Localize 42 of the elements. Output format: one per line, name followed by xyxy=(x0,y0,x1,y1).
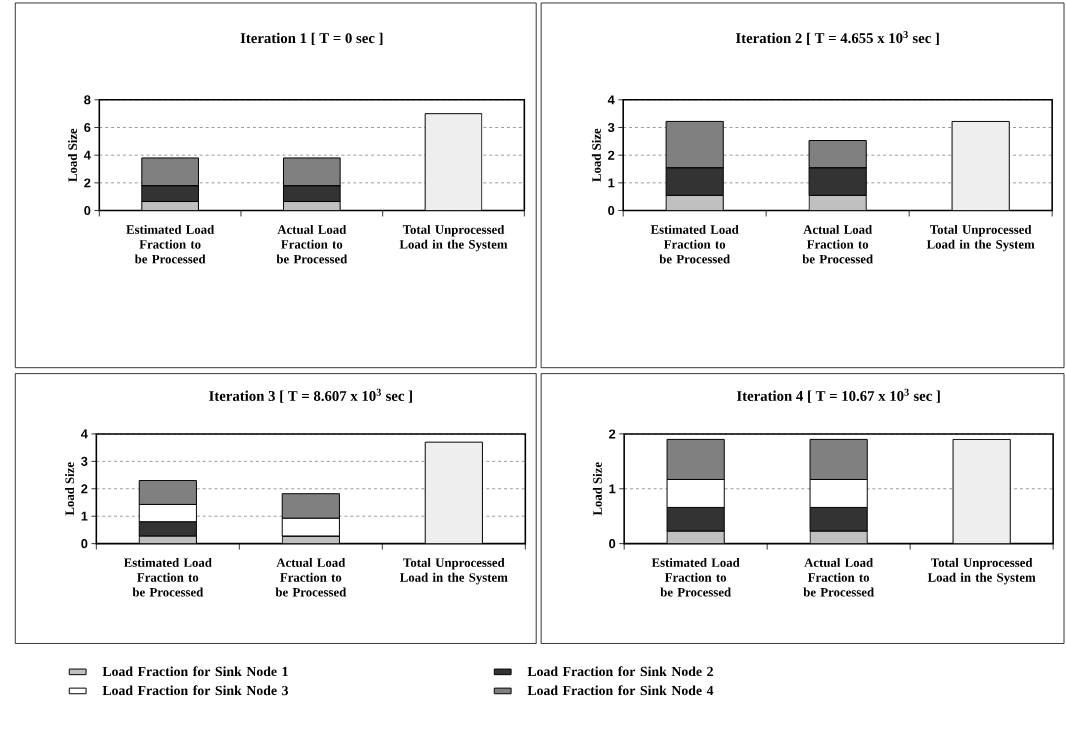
y-axis-title: Load Size xyxy=(591,128,601,182)
y-tick-label: 0 xyxy=(84,205,91,215)
chart-title: Iteration 3 [ T = 8.607 x 10$^{3}$ sec ] xyxy=(209,388,412,403)
y-tick-label: 2 xyxy=(608,150,615,160)
y-axis-title: Load Size xyxy=(67,128,77,182)
y-axis-title: Load Size xyxy=(65,462,75,516)
x-tick-label: Total Unprocessed Load in the System xyxy=(926,224,1035,252)
x-tick-label: Actual Load Fraction to be Processed xyxy=(276,224,348,264)
chart-title: Iteration 2 [ T = 4.655 x 10$^{3}$ sec ] xyxy=(735,30,939,45)
y-tick-label: 1 xyxy=(608,178,615,188)
y-tick-label: 8 xyxy=(84,95,91,105)
legend-label: Load Fraction for Sink Node 4 xyxy=(527,685,714,696)
x-tick-label: Estimated Load Fraction to be Processed xyxy=(650,224,739,264)
y-tick-label: 4 xyxy=(607,95,615,105)
y-tick-label: 6 xyxy=(84,122,91,132)
y-tick-label: 2 xyxy=(84,178,91,188)
x-tick-label: Actual Load Fraction to be Processed xyxy=(803,557,874,597)
x-tick-label: Actual Load Fraction to be Processed xyxy=(802,224,873,264)
y-tick-label: 1 xyxy=(609,484,616,494)
y-tick-label: 2 xyxy=(81,484,88,494)
x-tick-label: Actual Load Fraction to be Processed xyxy=(275,557,347,597)
y-tick-label: 0 xyxy=(81,538,88,549)
y-tick-label: 1 xyxy=(81,511,88,521)
chart-title: Iteration 4 [ T = 10.67 x 10$^{3}$ sec ] xyxy=(736,388,940,403)
x-tick-label: Estimated Load Fraction to be Processed xyxy=(651,557,740,597)
x-tick-label: Estimated Load Fraction to be Processed xyxy=(126,224,215,264)
chart-title: Iteration 1 [ T = 0 sec ] xyxy=(240,32,383,45)
legend-label: Load Fraction for Sink Node 2 xyxy=(527,666,713,676)
y-tick-label: 4 xyxy=(83,150,91,160)
x-tick-label: Total Unprocessed Load in the System xyxy=(399,557,508,585)
y-tick-label: 0 xyxy=(608,205,615,215)
x-tick-label: Estimated Load Fraction to be Processed xyxy=(123,557,212,597)
y-tick-label: 3 xyxy=(81,456,88,466)
x-tick-label: Total Unprocessed Load in the System xyxy=(399,224,508,252)
y-tick-label: 2 xyxy=(609,429,616,439)
y-axis-title: Load Size xyxy=(592,462,602,516)
y-tick-label: 0 xyxy=(609,538,616,549)
y-tick-label: 3 xyxy=(607,122,615,132)
x-tick-label: Total Unprocessed Load in the System xyxy=(927,557,1036,585)
legend-label: Load Fraction for Sink Node 3 xyxy=(102,685,289,696)
y-tick-label: 4 xyxy=(81,429,88,439)
legend-label: Load Fraction for Sink Node 1 xyxy=(102,666,288,676)
